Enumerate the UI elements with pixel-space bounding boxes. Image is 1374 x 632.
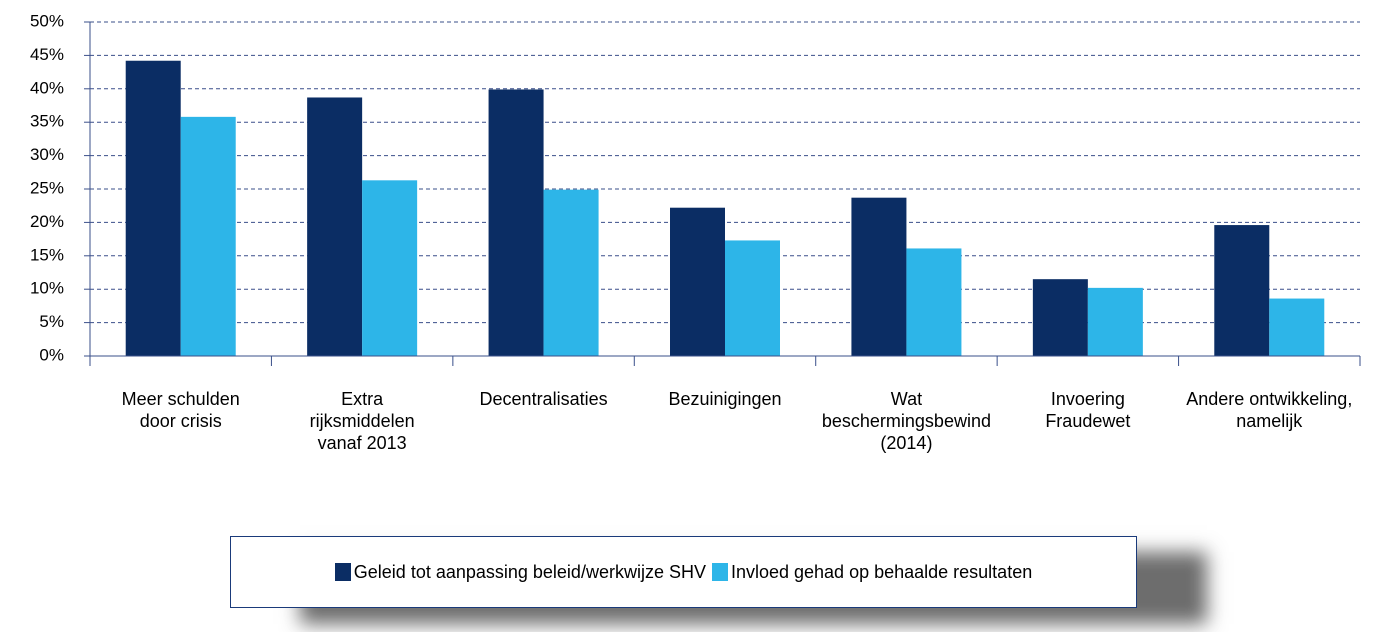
x-tick-label: Extra rijksmiddelen vanaf 2013: [309, 389, 415, 453]
y-tick-label: 35%: [30, 112, 64, 131]
y-tick-label: 50%: [30, 11, 64, 30]
y-tick-label: 5%: [39, 312, 64, 331]
bar: [1087, 287, 1143, 356]
x-tick-label: Wat beschermingsbewind (2014): [821, 389, 991, 453]
bar: [362, 180, 418, 356]
y-tick-label: 10%: [30, 279, 64, 298]
x-tick-label: Andere ontwikkeling, namelijk: [1186, 389, 1353, 431]
bar: [125, 60, 181, 357]
legend-swatch: [334, 563, 351, 581]
x-tick-label: Decentralisaties: [479, 389, 608, 409]
legend: Geleid tot aanpassing beleid/werkwijze S…: [230, 536, 1137, 608]
y-tick-label: 30%: [30, 145, 64, 164]
bar: [307, 97, 363, 356]
y-tick-label: 40%: [30, 78, 64, 97]
y-tick-label: 25%: [30, 178, 64, 197]
bar: [488, 89, 544, 356]
x-tick-label: Bezuinigingen: [668, 389, 782, 409]
chart: 0% 5% 10% 15% 20% 25% 30% 35% 40% 45% 50%: [30, 11, 1361, 366]
bar: [180, 116, 236, 356]
bar: [725, 240, 780, 356]
bar: [1214, 225, 1270, 356]
x-tick-label: Meer schulden door crisis: [121, 389, 240, 431]
bar: [906, 248, 962, 356]
legend-label: Invloed gehad op behaalde resultaten: [730, 561, 1033, 582]
legend-item: Invloed gehad op behaalde resultaten: [711, 561, 1033, 583]
y-tick-label: 20%: [30, 212, 64, 231]
x-tick-label: Invoering Fraudewet: [1045, 389, 1131, 431]
bar: [670, 207, 725, 356]
legend-item: Geleid tot aanpassing beleid/werkwijze S…: [334, 561, 706, 583]
legend-label: Geleid tot aanpassing beleid/werkwijze S…: [353, 561, 706, 582]
y-tick-label: 0%: [39, 345, 64, 364]
bar: [1269, 298, 1325, 356]
y-tick-label: 15%: [30, 245, 64, 264]
y-tick-label: 45%: [30, 45, 64, 64]
bar: [1032, 279, 1088, 356]
legend-swatch: [711, 563, 728, 581]
bar: [543, 189, 599, 356]
bar: [851, 197, 907, 356]
